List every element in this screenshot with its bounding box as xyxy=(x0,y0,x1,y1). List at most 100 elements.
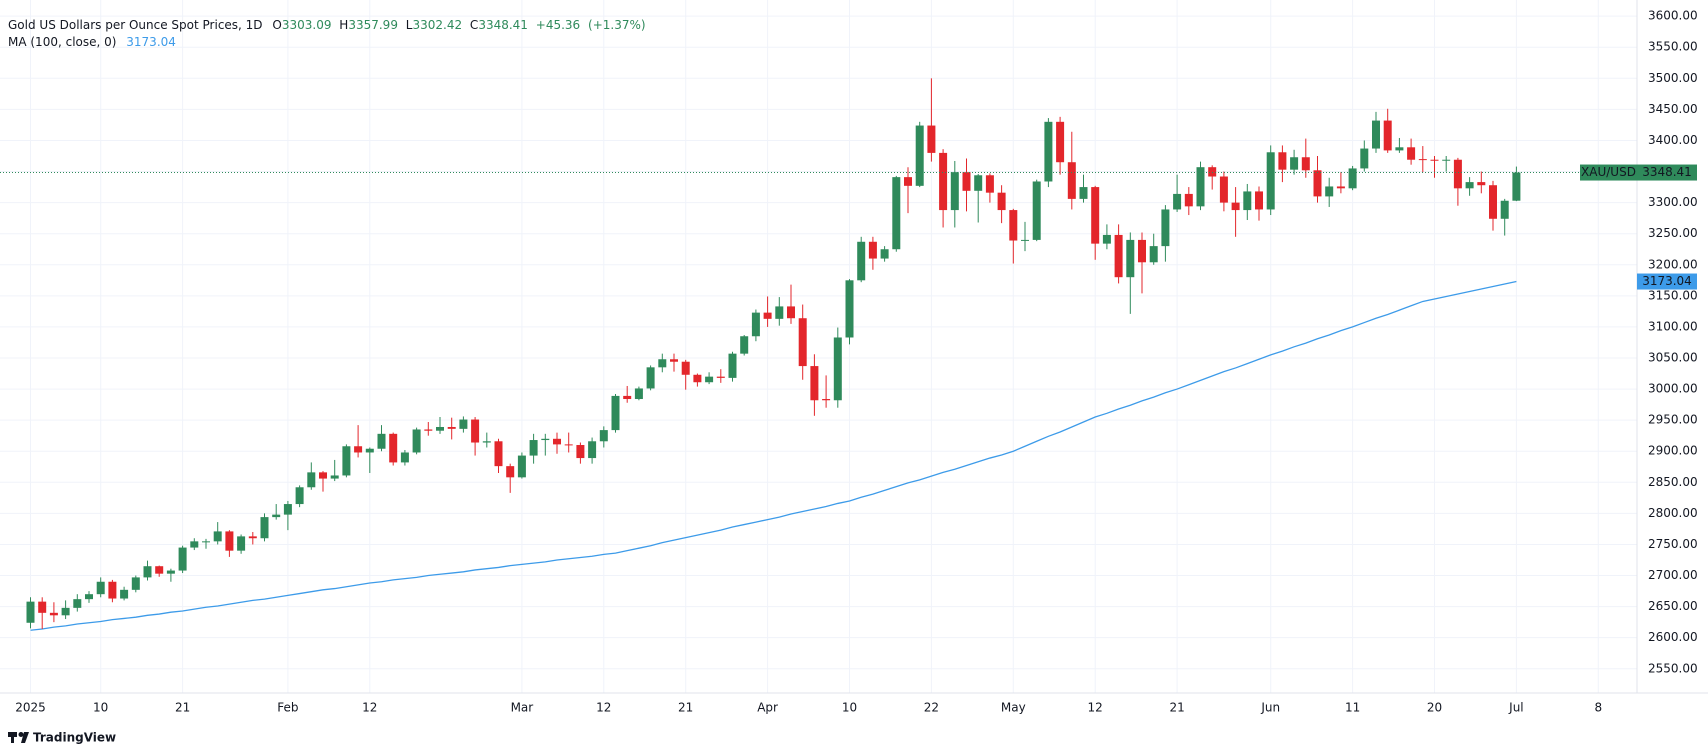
candle-body xyxy=(658,359,667,368)
candle-body xyxy=(61,607,70,616)
candle-body xyxy=(564,444,573,446)
candle-body xyxy=(237,536,246,551)
candle-body xyxy=(740,336,749,354)
symbol-tag-label: XAU/USD xyxy=(1581,165,1636,179)
candle-body xyxy=(436,426,444,431)
logo-slash xyxy=(21,732,29,743)
candle-body xyxy=(810,366,819,401)
candle-body xyxy=(939,152,948,211)
candle-body xyxy=(342,446,351,476)
candle-body xyxy=(927,125,936,153)
candle-body xyxy=(424,429,433,431)
candle-body xyxy=(1173,193,1182,210)
candle-body xyxy=(576,445,585,459)
candle-body xyxy=(1079,187,1088,199)
candle-body xyxy=(1184,193,1193,207)
y-tick-label: 3050.00 xyxy=(1648,350,1698,364)
ohlc-value: 3357.99 xyxy=(348,18,398,32)
brand-logo: TradingView xyxy=(8,731,116,745)
candle-body xyxy=(1372,120,1380,149)
candle-body xyxy=(845,280,854,338)
candle-body xyxy=(693,374,702,383)
y-tick-label: 2600.00 xyxy=(1648,630,1698,644)
candle-body xyxy=(1056,121,1065,163)
y-tick-label: 2900.00 xyxy=(1648,444,1698,458)
candle-body xyxy=(38,601,47,613)
candle-body xyxy=(96,581,105,595)
x-tick-label: 21 xyxy=(1169,701,1184,715)
candle-body xyxy=(880,249,889,259)
candle-body xyxy=(26,601,35,623)
candle-body xyxy=(1032,181,1041,240)
candle-body xyxy=(705,376,714,383)
symbol-tag xyxy=(1580,164,1637,181)
candle-body xyxy=(588,441,597,459)
candle-body xyxy=(155,566,164,574)
candle-body xyxy=(1500,200,1509,219)
candle-body xyxy=(787,306,795,319)
x-tick-label: Feb xyxy=(277,701,298,715)
ohlc-label: O xyxy=(272,18,281,32)
candle-body xyxy=(529,440,538,456)
x-tick-label: 12 xyxy=(362,701,377,715)
y-tick-label: 3150.00 xyxy=(1648,288,1698,302)
y-tick-label: 3000.00 xyxy=(1648,382,1698,396)
candle-body xyxy=(1442,159,1451,161)
candle-body xyxy=(1430,159,1439,161)
candle-body xyxy=(798,318,807,367)
candle-body xyxy=(634,388,643,400)
candle-body xyxy=(985,175,994,193)
candle-body xyxy=(248,536,257,539)
candle-body xyxy=(143,566,152,578)
candle-body xyxy=(1489,185,1497,219)
grid xyxy=(0,0,1637,693)
legend-header: Gold US Dollars per Ounce Spot Prices, 1… xyxy=(8,18,646,32)
candle-body xyxy=(1301,157,1310,171)
candle-body xyxy=(319,472,327,479)
candle-body xyxy=(166,570,175,574)
x-tick-label: 11 xyxy=(1345,701,1360,715)
candle-body xyxy=(1465,182,1474,189)
candle-body xyxy=(1325,186,1334,197)
candle-body xyxy=(681,361,690,375)
candle-body xyxy=(1395,147,1404,151)
candle-body xyxy=(517,455,526,478)
candle-body xyxy=(728,353,737,378)
y-tick-label: 2850.00 xyxy=(1648,475,1698,489)
candle-body xyxy=(1149,246,1158,263)
candle-body xyxy=(1290,157,1299,170)
ohlc-value: 3348.41 xyxy=(478,18,528,32)
candle-body xyxy=(1243,191,1252,211)
candle-body xyxy=(108,581,117,599)
ohlc-value: 3302.42 xyxy=(412,18,462,32)
candle-body xyxy=(1196,167,1205,207)
candle-body xyxy=(1512,172,1521,201)
candle-body xyxy=(670,359,678,362)
candle-body xyxy=(295,487,304,505)
x-tick-label: 21 xyxy=(175,701,190,715)
candle-body xyxy=(354,446,363,453)
candle-body xyxy=(1102,234,1111,244)
candle-body xyxy=(915,125,924,186)
candle-body xyxy=(1418,159,1427,161)
candle-body xyxy=(389,433,398,463)
candle-body xyxy=(131,577,140,590)
candle-body xyxy=(260,517,269,539)
candle-body xyxy=(1266,152,1275,210)
candle-body xyxy=(623,395,632,400)
candle-body xyxy=(541,438,550,441)
y-tick-label: 2650.00 xyxy=(1648,599,1698,613)
price-tag xyxy=(1637,164,1697,181)
candle-body xyxy=(202,541,210,543)
candle-body xyxy=(974,175,983,191)
candle-body xyxy=(49,612,58,616)
candle-body xyxy=(1044,121,1053,182)
ohlc-label: L xyxy=(406,18,413,32)
y-tick-label: 2950.00 xyxy=(1648,413,1698,427)
y-tick-label: 3400.00 xyxy=(1648,133,1698,147)
ma-legend: MA (100, close, 0) 3173.04 xyxy=(8,35,176,49)
y-tick-label: 2550.00 xyxy=(1648,661,1698,675)
candle-body xyxy=(822,399,831,401)
candle-body xyxy=(272,514,281,518)
